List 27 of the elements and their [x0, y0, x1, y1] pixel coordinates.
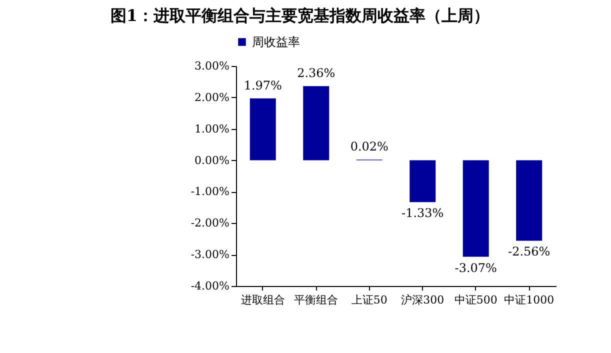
y-tick-label: -4.00% — [190, 280, 230, 292]
x-tick-label: 沪深300 — [401, 294, 444, 306]
y-tick-label: 2.00% — [194, 90, 230, 104]
y-tick-label: 1.00% — [194, 122, 230, 136]
x-tick-label: 进取组合 — [240, 294, 285, 306]
x-tick-label: 中证1000 — [504, 294, 554, 306]
chart-title: 图1：进取平衡组合与主要宽基指数周收益率（上周） — [110, 6, 490, 25]
data-label: -1.33% — [402, 206, 444, 220]
legend-label: 周收益率 — [252, 35, 300, 49]
x-tick-label: 平衡组合 — [294, 294, 338, 306]
data-label: -2.56% — [508, 244, 550, 259]
bar — [303, 86, 330, 160]
y-tick-label: 0.00% — [194, 154, 230, 167]
x-tick-label: 上证50 — [351, 294, 388, 306]
y-tick-label: -3.00% — [190, 248, 230, 262]
x-tick-label: 中证500 — [454, 294, 498, 306]
bar — [250, 98, 276, 160]
y-tick-label: -2.00% — [190, 216, 230, 230]
bar — [462, 160, 489, 257]
bar — [516, 160, 542, 241]
bar — [410, 160, 436, 202]
data-label: 2.36% — [297, 66, 336, 80]
data-label: 0.02% — [350, 140, 388, 154]
y-tick-label: 3.00% — [194, 60, 230, 72]
data-label: 1.97% — [244, 78, 282, 92]
data-label: -3.07% — [454, 260, 497, 275]
y-tick-label: -1.00% — [190, 185, 230, 198]
